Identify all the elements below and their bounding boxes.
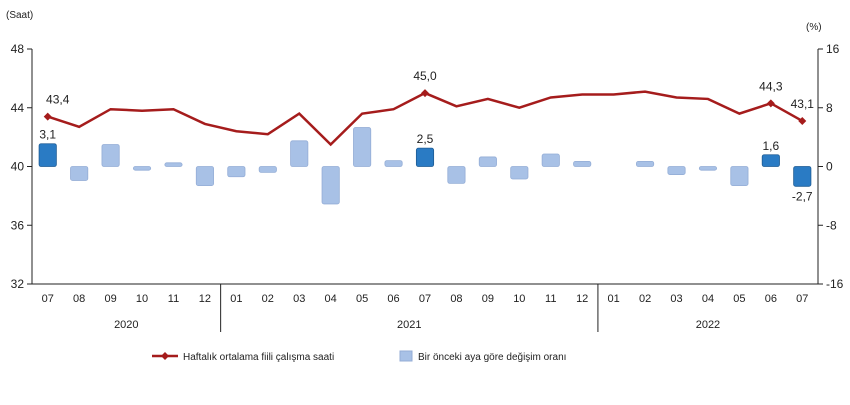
month-label: 09 bbox=[482, 293, 494, 305]
year-label: 2022 bbox=[696, 319, 720, 331]
month-label: 05 bbox=[733, 293, 745, 305]
bar bbox=[227, 166, 246, 178]
left-tick-label: 36 bbox=[11, 218, 25, 232]
legend-label: Haftalık ortalama fiili çalışma saati bbox=[183, 352, 334, 363]
month-label: 09 bbox=[104, 293, 116, 305]
bar-data-label: -2,7 bbox=[792, 189, 813, 203]
bar bbox=[573, 160, 592, 167]
month-label: 12 bbox=[576, 293, 588, 305]
month-label: 11 bbox=[168, 293, 179, 305]
month-label: 10 bbox=[136, 293, 148, 305]
line-data-label: 43,1 bbox=[791, 97, 815, 111]
bar bbox=[510, 166, 529, 180]
month-label: 05 bbox=[356, 293, 368, 305]
line-data-label: 45,0 bbox=[413, 69, 437, 83]
bar bbox=[478, 156, 497, 167]
right-tick-label: 16 bbox=[826, 42, 840, 56]
bar bbox=[132, 166, 152, 171]
left-axis-label: (Saat) bbox=[6, 10, 33, 21]
month-label: 01 bbox=[608, 293, 620, 305]
month-label: 10 bbox=[513, 293, 525, 305]
month-label: 08 bbox=[73, 293, 85, 305]
left-tick-label: 44 bbox=[11, 101, 25, 115]
bar-data-label: 1,6 bbox=[762, 139, 779, 153]
bar-data-label: 3,1 bbox=[39, 128, 56, 142]
line-data-label: 44,3 bbox=[759, 79, 783, 93]
bar bbox=[353, 127, 372, 167]
bar bbox=[70, 166, 89, 181]
month-label: 02 bbox=[639, 293, 651, 305]
bar bbox=[730, 166, 749, 186]
left-tick-label: 48 bbox=[11, 42, 25, 56]
right-tick-label: -16 bbox=[826, 277, 844, 291]
month-label: 02 bbox=[262, 293, 274, 305]
bar bbox=[164, 162, 183, 167]
month-label: 03 bbox=[293, 293, 305, 305]
month-label: 12 bbox=[199, 293, 211, 305]
month-label: 11 bbox=[545, 293, 556, 305]
bar bbox=[541, 153, 560, 167]
left-tick-label: 32 bbox=[11, 277, 25, 291]
bar bbox=[38, 143, 57, 167]
bar bbox=[290, 140, 309, 167]
month-label: 01 bbox=[230, 293, 242, 305]
bar bbox=[384, 160, 403, 167]
left-tick-label: 40 bbox=[11, 160, 25, 174]
legend-bar-swatch bbox=[399, 350, 413, 362]
line-point-marker bbox=[421, 89, 429, 98]
bar bbox=[101, 144, 120, 167]
month-label: 06 bbox=[765, 293, 777, 305]
month-label: 06 bbox=[387, 293, 399, 305]
bar bbox=[258, 166, 277, 173]
month-label: 07 bbox=[42, 293, 54, 305]
month-label: 04 bbox=[702, 293, 714, 305]
bar-data-label: 2,5 bbox=[417, 132, 434, 146]
year-label: 2021 bbox=[397, 319, 421, 331]
bar bbox=[415, 147, 435, 167]
line-point-marker bbox=[43, 112, 52, 121]
bar bbox=[636, 160, 655, 167]
right-tick-label: 0 bbox=[826, 160, 833, 174]
bar bbox=[321, 166, 340, 205]
month-label: 03 bbox=[670, 293, 682, 305]
line-point-marker bbox=[766, 99, 775, 108]
bar bbox=[447, 166, 466, 184]
right-axis-label: (%) bbox=[806, 22, 822, 33]
bar bbox=[195, 166, 214, 186]
bar bbox=[761, 154, 780, 167]
year-label: 2020 bbox=[114, 319, 138, 331]
right-tick-label: 8 bbox=[826, 101, 833, 115]
month-label: 04 bbox=[325, 293, 337, 305]
month-label: 08 bbox=[450, 293, 462, 305]
right-tick-label: -8 bbox=[826, 218, 837, 232]
line-point-marker bbox=[798, 116, 807, 125]
bar bbox=[698, 166, 718, 171]
month-label: 07 bbox=[419, 293, 431, 305]
bar bbox=[793, 166, 812, 187]
legend-line-marker bbox=[161, 352, 169, 360]
line-data-label: 43,4 bbox=[46, 93, 70, 107]
legend-label: Bir önceki aya göre değişim oranı bbox=[418, 352, 566, 363]
month-label: 07 bbox=[796, 293, 808, 305]
bar bbox=[667, 166, 686, 175]
